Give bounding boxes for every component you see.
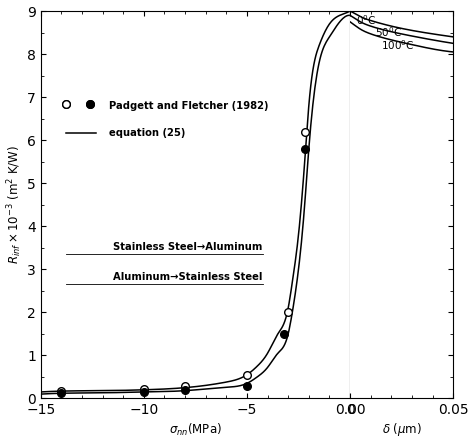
Y-axis label: $R_{inf}\times 10^{-3}$ (m$^2$ K/W): $R_{inf}\times 10^{-3}$ (m$^2$ K/W)	[6, 145, 24, 264]
Text: Padgett and Fletcher (1982): Padgett and Fletcher (1982)	[109, 101, 268, 111]
Text: Stainless Steel→Aluminum: Stainless Steel→Aluminum	[113, 242, 262, 252]
Text: $0^0$C: $0^0$C	[356, 14, 377, 28]
Text: $100^0$C: $100^0$C	[381, 38, 415, 52]
X-axis label: $\sigma_{nn}$(MPa): $\sigma_{nn}$(MPa)	[169, 421, 222, 437]
Text: equation (25): equation (25)	[109, 128, 185, 138]
Text: $50^0$C: $50^0$C	[375, 25, 402, 39]
X-axis label: $\delta$ ($\mu$m): $\delta$ ($\mu$m)	[382, 421, 421, 438]
Text: Aluminum→Stainless Steel: Aluminum→Stainless Steel	[113, 272, 262, 282]
